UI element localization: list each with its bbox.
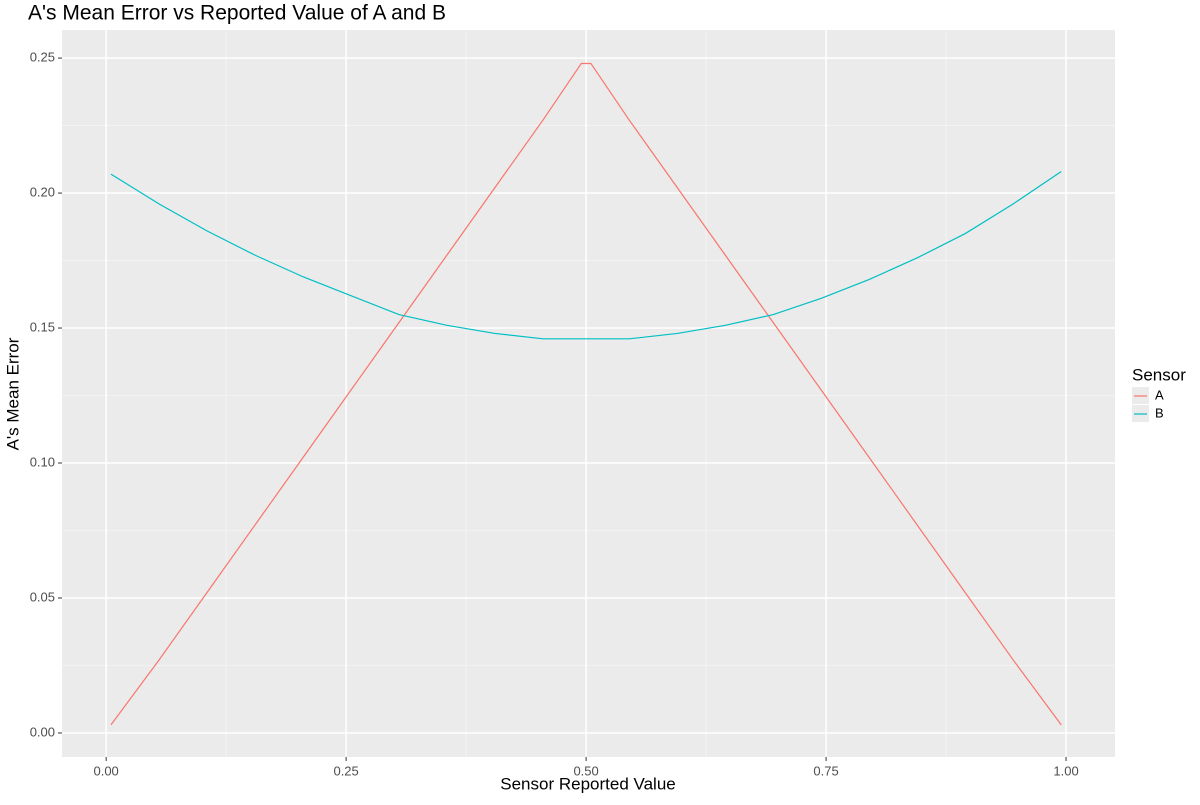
y-tick-label: 0.20 — [30, 184, 55, 199]
y-tick-label: 0.15 — [30, 319, 55, 334]
x-axis-label: Sensor Reported Value — [500, 774, 675, 793]
y-tick-label: 0.00 — [30, 724, 55, 739]
x-tick-label: 1.00 — [1053, 763, 1078, 778]
legend-label: B — [1155, 405, 1164, 420]
y-axis-label: A's Mean Error — [3, 337, 22, 450]
legend-title: Sensor — [1132, 365, 1186, 384]
y-tick-label: 0.05 — [30, 589, 55, 604]
x-tick-label: 0.00 — [93, 763, 118, 778]
y-tick-label: 0.10 — [30, 454, 55, 469]
series-line — [110, 62, 1062, 726]
y-tick-label: 0.25 — [30, 50, 55, 65]
x-tick-label: 0.75 — [813, 763, 838, 778]
plot-panel — [62, 30, 1115, 757]
legend-label: A — [1155, 387, 1164, 402]
chart-title: A's Mean Error vs Reported Value of A an… — [28, 2, 446, 25]
series-line — [110, 170, 1062, 340]
x-tick-label: 0.25 — [333, 763, 358, 778]
x-tick-label: 0.50 — [573, 763, 598, 778]
